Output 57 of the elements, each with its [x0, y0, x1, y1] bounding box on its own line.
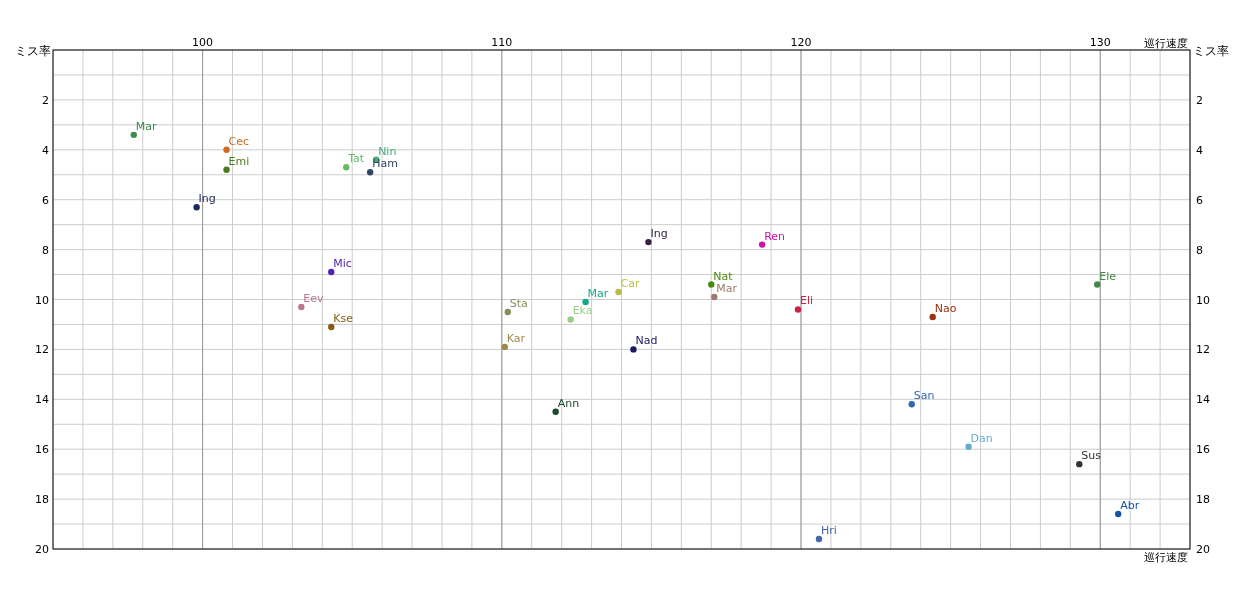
- series-label: Nat: [713, 269, 734, 283]
- series-label: Ing: [198, 192, 216, 206]
- series-label: Mar: [716, 282, 738, 296]
- text: 巡行速度: [1144, 551, 1188, 564]
- x-tick-label: 110: [491, 36, 513, 49]
- y2-tick-label: 6: [1196, 193, 1203, 207]
- y2-tick-label: 4: [1196, 143, 1203, 157]
- series-label: Ham: [372, 157, 398, 171]
- series-label: Kar: [506, 331, 526, 345]
- x-tick-label: 120: [790, 36, 812, 49]
- y-axis-title: ミス率: [15, 44, 51, 58]
- y-tick-label: 6: [42, 193, 49, 207]
- series-label: Abr: [1120, 499, 1140, 513]
- y-tick-label: 20: [35, 543, 49, 556]
- x-tick-label: 100: [192, 36, 214, 49]
- series-label: Emi: [228, 154, 250, 168]
- series-label: Kse: [333, 311, 354, 325]
- y-tick-label: 12: [35, 343, 49, 357]
- x-axis-title: 巡行速度: [1144, 37, 1188, 50]
- y2-tick-label: 10: [1196, 293, 1210, 307]
- y2-tick-label: 8: [1196, 243, 1203, 257]
- series-label: Ren: [764, 229, 786, 243]
- series-label: Sus: [1081, 449, 1102, 463]
- y2-tick-label: 16: [1196, 443, 1210, 457]
- series-label: Eli: [800, 294, 814, 308]
- series-label: Ann: [557, 396, 580, 410]
- series-label: Ele: [1099, 269, 1117, 283]
- series-label: Dan: [970, 431, 993, 445]
- y-tick-label: 16: [35, 443, 49, 457]
- series-label: Eev: [303, 291, 325, 305]
- y2-tick-label: 20: [1196, 543, 1210, 556]
- series-label: Mic: [333, 257, 352, 271]
- y-tick-label: 10: [35, 293, 49, 307]
- series-label: Nin: [378, 144, 397, 158]
- y2-tick-label: 14: [1196, 393, 1210, 407]
- series-label: Car: [620, 277, 640, 291]
- series-label: Ing: [650, 227, 668, 241]
- y-tick-label: 18: [35, 493, 49, 507]
- series-label: Sta: [509, 296, 528, 310]
- series-label: Tat: [347, 152, 365, 166]
- series-label: Eka: [572, 304, 593, 318]
- series-label: San: [913, 389, 935, 403]
- series-label: Cec: [228, 134, 250, 148]
- y2-tick-label: 12: [1196, 343, 1210, 357]
- series-label: Mar: [587, 286, 609, 300]
- y2-tick-label: 2: [1196, 93, 1203, 107]
- y2-tick-label: 18: [1196, 493, 1210, 507]
- y-tick-label: 4: [42, 143, 49, 157]
- series-label: Mar: [135, 119, 158, 133]
- series-label: Hri: [820, 524, 837, 538]
- y-tick-label: 8: [42, 243, 49, 257]
- y2-axis-title: ミス率: [1193, 44, 1229, 58]
- series-label: Nad: [635, 334, 658, 348]
- y-tick-label: 2: [42, 93, 49, 107]
- x-tick-label: 130: [1089, 36, 1111, 49]
- y-tick-label: 14: [35, 393, 49, 407]
- series-label: Nao: [934, 301, 957, 315]
